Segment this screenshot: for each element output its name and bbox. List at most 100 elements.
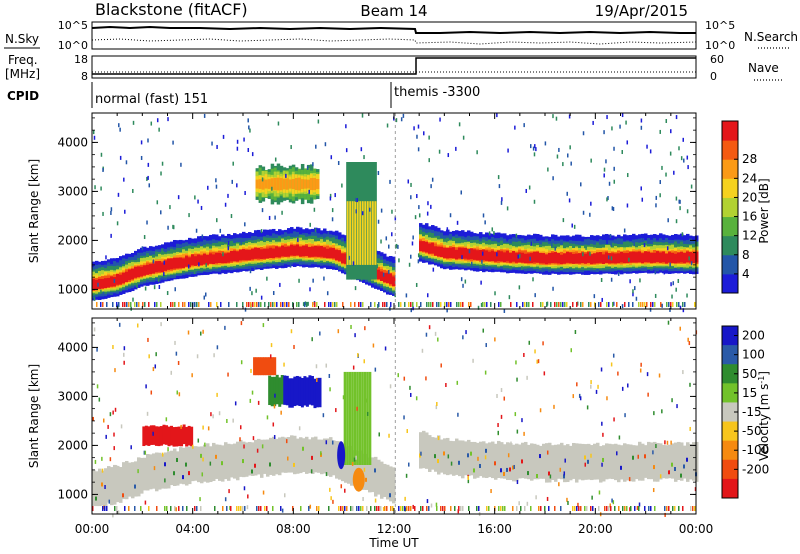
velocity-speckle [437, 459, 439, 464]
velocity-ground-scatter-cell [365, 453, 369, 490]
velocity-noise-point [539, 408, 542, 413]
power-noise-point [395, 243, 398, 248]
power-echo-cell [260, 249, 264, 260]
power-noise-point [148, 183, 151, 188]
velocity-ground-scatter-cell [563, 445, 567, 483]
power-bottom-noise [122, 302, 124, 307]
power-noise-point [544, 141, 547, 146]
power-noise-point [678, 199, 680, 204]
velocity-ground-scatter-cell [602, 445, 606, 482]
velocity-spike-cell [361, 371, 364, 465]
velocity-noise-point [207, 426, 210, 431]
velocity-speckle [122, 493, 124, 498]
power-noise-point [232, 161, 234, 166]
power-noise-point [649, 307, 652, 312]
velocity-noise-point [484, 455, 487, 460]
velocity-bottom-noise [92, 506, 94, 511]
velocity-bottom-noise [576, 506, 578, 511]
power-noise-point [388, 269, 390, 274]
velocity-noise-point [574, 329, 577, 334]
power-echo-cell [305, 245, 309, 257]
power-noise-point [556, 154, 559, 159]
velocity-noise-point [428, 325, 431, 330]
velocity-noise-point [115, 465, 118, 470]
power-echo-cell [422, 241, 426, 252]
power-noise-point [361, 211, 364, 216]
power-noise-point [449, 213, 452, 218]
power-noise-point [327, 231, 330, 236]
velocity-noise-point [516, 480, 519, 485]
station-title: Blackstone (fitACF) [95, 0, 248, 19]
power-echo-cell [557, 253, 561, 264]
velocity-ground-scatter-cell [539, 445, 543, 479]
power-noise-point [260, 295, 263, 300]
power-noise-point [493, 231, 495, 236]
velocity-noise-point [229, 505, 231, 510]
power-noise-point [119, 155, 122, 160]
velocity-noise-point [664, 440, 666, 445]
nsky-panel: N.Sky 10^5 10^0 10^5 10^0 N.Search [4, 19, 798, 52]
velocity-noise-point [202, 457, 204, 462]
power-noise-point [589, 212, 591, 217]
velocity-speckle [215, 454, 217, 459]
velocity-noise-point [671, 398, 673, 403]
velocity-speckle [95, 496, 97, 501]
colorbar-segment [722, 326, 738, 346]
power-noise-point [494, 291, 496, 296]
velocity-bottom-noise [352, 506, 354, 511]
velocity-bottom-noise [166, 506, 168, 511]
power-bottom-noise [274, 302, 276, 307]
velocity-ground-scatter-cell [320, 439, 324, 475]
velocity-bottom-noise [626, 506, 628, 511]
velocity-bottom-noise [530, 506, 532, 511]
velocity-bottom-noise [164, 506, 166, 511]
velocity-noise-point [659, 474, 662, 479]
power-echo-cell [128, 269, 132, 281]
velocity-ground-scatter-cell [536, 444, 540, 480]
velocity-noise-point [535, 495, 537, 500]
power-noise-point [480, 302, 483, 307]
power-echo-cell [206, 254, 210, 265]
velocity-bottom-noise [300, 506, 302, 511]
velocity-bottom-noise [444, 506, 446, 511]
velocity-ground-scatter-cell [206, 443, 210, 483]
velocity-ground-scatter-cell [290, 435, 294, 473]
power-echo-cell [230, 250, 234, 262]
colorbar-tick-label: 20 [742, 190, 757, 204]
power-noise-point [523, 123, 525, 128]
velocity-noise-point [123, 346, 126, 351]
power-upper-patch-cell [282, 178, 287, 190]
velocity-ground-scatter-cell [128, 462, 132, 497]
velocity-ground-scatter-cell [260, 439, 264, 478]
velocity-noise-point [658, 373, 661, 378]
power-noise-point [329, 193, 332, 198]
power-bottom-noise [522, 302, 524, 307]
power-bottom-noise [236, 302, 238, 307]
power-bottom-noise [330, 302, 332, 307]
velocity-noise-point [96, 384, 99, 389]
velocity-speckle [188, 471, 190, 476]
power-noise-point [633, 242, 635, 247]
velocity-bottom-noise [644, 506, 646, 511]
power-noise-point [568, 114, 571, 119]
velocity-speckle [563, 474, 565, 479]
velocity-red-patch-cell [172, 427, 176, 447]
power-noise-point [158, 285, 161, 290]
velocity-noise-point [546, 496, 549, 501]
velocity-noise-point [546, 450, 549, 455]
power-echo-cell [215, 252, 219, 264]
power-noise-point [243, 137, 245, 142]
power-echo-cell [221, 253, 225, 264]
velocity-ground-scatter-cell [548, 442, 552, 483]
power-bottom-noise [448, 302, 450, 307]
velocity-bottom-noise [694, 506, 696, 511]
velocity-speckle [632, 455, 634, 460]
power-bottom-noise [148, 302, 150, 307]
velocity-ground-scatter-cell [644, 445, 648, 478]
power-noise-point [147, 175, 149, 180]
velocity-bottom-noise [360, 506, 362, 511]
power-echo-cell [554, 252, 558, 263]
velocity-speckle [638, 469, 640, 474]
velocity-noise-point [567, 500, 569, 505]
